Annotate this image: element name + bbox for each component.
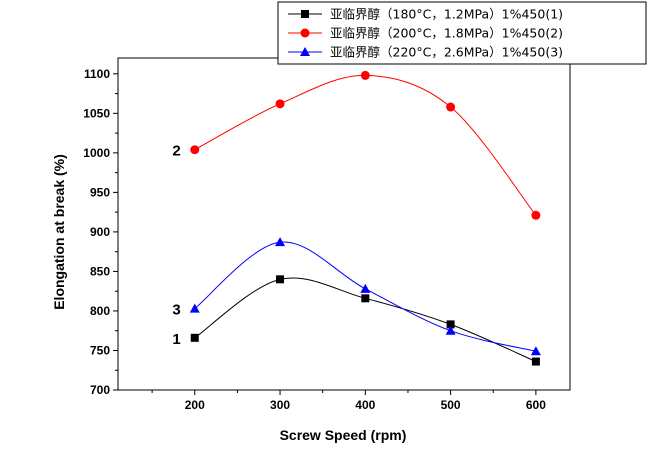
x-tick-label: 300 [270,398,290,412]
data-point-square [531,357,540,366]
series-annotation: 3 [172,302,180,319]
series-3 [189,237,541,356]
y-tick-label: 900 [90,225,110,239]
y-tick-label: 1050 [83,106,110,120]
data-point-square [446,320,455,329]
legend-label: 亚临界醇（220°C，2.6MPa）1%450(3) [330,45,563,60]
data-point-circle [300,28,310,38]
legend-label: 亚临界醇（200°C，1.8MPa）1%450(2) [330,26,563,41]
data-point-circle [360,70,370,80]
legend: 亚临界醇（180°C，1.2MPa）1%450(1) 亚临界醇（200°C，1.8… [277,1,647,65]
x-tick-label: 500 [441,398,461,412]
series-2 [190,70,541,220]
x-tick-label: 400 [355,398,375,412]
y-tick-label: 750 [90,343,110,357]
data-point-circle [446,102,456,112]
data-point-circle [190,145,200,155]
legend-entry: 亚临界醇（180°C，1.2MPa）1%450(1) [288,7,563,22]
data-point-square [190,333,199,342]
y-axis-ticks: 700 750 800 850 900 950 1000 1050 1100 [83,67,118,397]
y-tick-label: 1100 [84,67,110,81]
legend-entry: 亚临界醇（200°C，1.8MPa）1%450(2) [288,26,563,41]
data-point-circle [275,99,285,109]
x-tick-label: 200 [185,398,205,412]
data-point-triangle [275,237,286,247]
y-tick-label: 800 [90,304,110,318]
annotation-layer: 1 2 3 [172,143,180,348]
x-tick-label: 600 [526,398,546,412]
y-tick-label: 950 [90,185,110,199]
series-1 [190,275,540,366]
data-point-triangle [360,283,371,293]
legend-entry: 亚临界醇（220°C，2.6MPa）1%450(3) [288,45,563,60]
legend-label: 亚临界醇（180°C，1.2MPa）1%450(1) [330,7,563,22]
plot-frame [117,57,571,391]
data-point-square [276,275,285,284]
data-point-square [361,294,370,303]
data-point-triangle [445,325,456,335]
series-annotation: 2 [172,143,180,160]
y-tick-label: 1000 [83,146,110,160]
data-point-triangle [189,303,200,313]
data-point-circle [531,210,541,220]
plot-border [117,57,571,391]
x-axis-ticks: 200 300 400 500 600 [151,390,546,412]
y-tick-label: 850 [90,264,110,278]
series-line [194,74,537,216]
legend-box [277,1,647,65]
series-annotation: 1 [172,331,180,348]
x-axis-title: Screw Speed (rpm) [280,427,407,443]
data-point-triangle [530,346,541,356]
data-point-square [301,10,309,18]
data-point-triangle [300,47,310,56]
y-tick-label: 700 [90,383,110,397]
series-layer [189,70,541,366]
y-axis-title: Elongation at break (%) [51,154,67,310]
